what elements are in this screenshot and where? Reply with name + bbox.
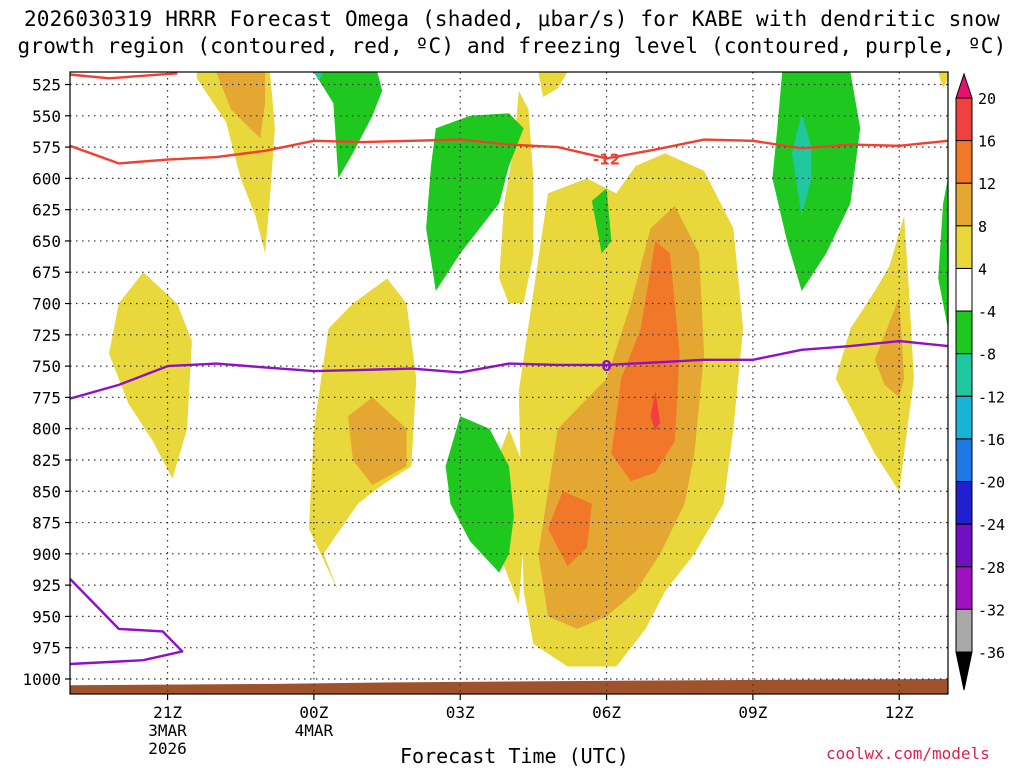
colorbar-box-12 bbox=[955, 608, 973, 653]
shade-rising-band-darker bbox=[548, 491, 592, 567]
y-tick-label-825: 825 bbox=[32, 451, 61, 470]
y-tick-label-850: 850 bbox=[32, 482, 61, 501]
y-tick-label-700: 700 bbox=[32, 295, 61, 314]
shade-right-yellow bbox=[835, 215, 914, 492]
shade-upper-left-orange bbox=[216, 72, 266, 139]
colorbar-label-1: 16 bbox=[978, 133, 996, 151]
shade-tall-yellow-column bbox=[499, 90, 534, 304]
shade-green-top-center bbox=[313, 72, 383, 179]
y-tick-label-600: 600 bbox=[32, 169, 61, 188]
colorbar-box-11 bbox=[955, 566, 973, 610]
contour-surface-freezing bbox=[70, 578, 184, 666]
colorbar-box-5 bbox=[955, 310, 973, 355]
shade-teal-upper-right bbox=[791, 113, 812, 216]
colorbar-label-11: -28 bbox=[978, 559, 1005, 577]
x-tick-sub2-21Z: 2026 bbox=[148, 739, 187, 758]
colorbar-label-13: -36 bbox=[978, 644, 1005, 662]
shade-rising-band-core bbox=[611, 241, 680, 482]
shade-top-right-edge-yellow bbox=[938, 72, 948, 89]
contour-dgz-top bbox=[70, 138, 948, 165]
y-tick-label-925: 925 bbox=[32, 576, 61, 595]
colorbar-box-2 bbox=[955, 182, 973, 227]
colorbar-label-9: -20 bbox=[978, 474, 1005, 492]
title-line-1: 2026030319 HRRR Forecast Omega (shaded, … bbox=[23, 7, 1001, 31]
y-tick-label-900: 900 bbox=[32, 545, 61, 564]
x-tick-label-00Z: 00Z bbox=[299, 703, 328, 722]
plot-area: -12 0 bbox=[70, 72, 948, 694]
x-tick-label-12Z: 12Z bbox=[885, 703, 914, 722]
ground-surface bbox=[70, 679, 948, 694]
colorbar-box-8 bbox=[955, 438, 973, 483]
contour-freezing-level bbox=[70, 339, 948, 400]
x-tick-sub-21Z: 3MAR bbox=[148, 721, 187, 740]
colorbar-label-4: 4 bbox=[978, 260, 987, 278]
colorbar-label-3: 8 bbox=[978, 218, 987, 236]
colorbar-label-5: -4 bbox=[978, 303, 996, 321]
y-tick-label-1000: 1000 bbox=[22, 670, 61, 689]
y-tick-label-775: 775 bbox=[32, 388, 61, 407]
colorbar-box-4 bbox=[955, 267, 973, 312]
y-tick-label-950: 950 bbox=[32, 607, 61, 626]
shade-right-orange bbox=[874, 297, 905, 398]
y-tick-label-625: 625 bbox=[32, 201, 61, 220]
x-tick-label-06Z: 06Z bbox=[592, 703, 621, 722]
plot-frame bbox=[69, 71, 949, 695]
colorbar-top-arrow bbox=[955, 72, 973, 99]
title-line-2: growth region (contoured, red, ºC) and f… bbox=[17, 34, 1007, 58]
contour-label-freezing: 0 bbox=[601, 357, 611, 375]
shade-green-right-edge bbox=[938, 178, 948, 329]
colorbar-box-6 bbox=[955, 353, 973, 397]
shade-left-mid-yellow bbox=[109, 272, 192, 479]
colorbar-box-0 bbox=[955, 97, 973, 142]
x-tick-label-21Z: 21Z bbox=[153, 703, 182, 722]
colorbar-label-7: -12 bbox=[978, 388, 1005, 406]
colorbar-box-10 bbox=[955, 523, 973, 568]
x-tick-sub-00Z: 4MAR bbox=[295, 721, 334, 740]
y-tick-label-675: 675 bbox=[32, 263, 61, 282]
chart-title: 2026030319 HRRR Forecast Omega (shaded, … bbox=[0, 6, 1024, 60]
colorbar-label-10: -24 bbox=[978, 516, 1005, 534]
colorbar-box-9 bbox=[955, 481, 973, 525]
x-tick-label-09Z: 09Z bbox=[738, 703, 767, 722]
x-axis-label: Forecast Time (UTC) bbox=[400, 744, 629, 768]
shade-teal-top-center bbox=[313, 72, 324, 81]
y-tick-label-750: 750 bbox=[32, 357, 61, 376]
colorbar-label-12: -32 bbox=[978, 601, 1005, 619]
shade-center-left-orange bbox=[348, 397, 407, 485]
y-tick-label-875: 875 bbox=[32, 514, 61, 533]
y-tick-label-975: 975 bbox=[32, 639, 61, 658]
y-tick-label-525: 525 bbox=[32, 76, 61, 95]
x-tick-label-03Z: 03Z bbox=[446, 703, 475, 722]
colorbar-bottom-arrow bbox=[955, 651, 973, 691]
colorbar-label-0: 20 bbox=[978, 90, 996, 108]
contour-top-edge-contour bbox=[70, 72, 178, 80]
y-tick-label-550: 550 bbox=[32, 107, 61, 126]
colorbar-box-7 bbox=[955, 395, 973, 440]
shade-top-right-yellow-small bbox=[538, 72, 568, 97]
colorbar-label-2: 12 bbox=[978, 175, 996, 193]
colorbar-label-6: -8 bbox=[978, 346, 996, 364]
y-tick-label-650: 650 bbox=[32, 232, 61, 251]
shade-rising-band-peak bbox=[650, 391, 661, 432]
y-tick-label-725: 725 bbox=[32, 326, 61, 345]
contour-label-dgz: -12 bbox=[593, 150, 620, 168]
y-tick-label-575: 575 bbox=[32, 138, 61, 157]
colorbar-box-3 bbox=[955, 225, 973, 269]
colorbar-label-8: -16 bbox=[978, 431, 1005, 449]
credit-text: coolwx.com/models bbox=[826, 744, 990, 763]
shade-green-upper-right bbox=[772, 72, 861, 291]
y-tick-label-800: 800 bbox=[32, 420, 61, 439]
colorbar-box-1 bbox=[955, 140, 973, 184]
shade-green-lower-center bbox=[445, 416, 514, 573]
shade-green-mid-center bbox=[426, 113, 524, 291]
